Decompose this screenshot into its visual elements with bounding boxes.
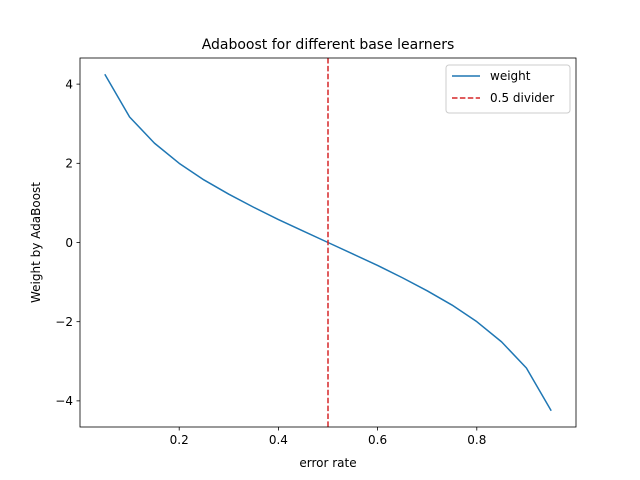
legend-box — [445, 64, 571, 114]
y-tick-label: −4 — [55, 394, 73, 408]
legend-label-divider: 0.5 divider — [490, 91, 554, 105]
x-tick-label: 0.2 — [170, 433, 189, 447]
axes-frame — [79, 57, 577, 428]
x-axis: 0.2 0.4 0.6 0.8 — [170, 427, 486, 447]
x-axis-label: error rate — [299, 456, 356, 470]
y-axis-label: Weight by AdaBoost — [29, 182, 43, 303]
x-tick-label: 0.4 — [269, 433, 288, 447]
legend-label-weight: weight — [490, 69, 531, 83]
x-tick-label: 0.8 — [467, 433, 486, 447]
x-tick-label: 0.6 — [368, 433, 387, 447]
y-tick-label: −2 — [55, 315, 73, 329]
legend: weight 0.5 divider — [445, 64, 571, 114]
y-tick-label: 4 — [65, 77, 73, 91]
y-tick-label: 0 — [65, 236, 73, 250]
plot-area — [104, 58, 552, 427]
y-axis: 4 2 0 −2 −4 — [55, 77, 80, 408]
chart-title: Adaboost for different base learners — [202, 37, 455, 53]
y-tick-label: 2 — [65, 157, 73, 171]
